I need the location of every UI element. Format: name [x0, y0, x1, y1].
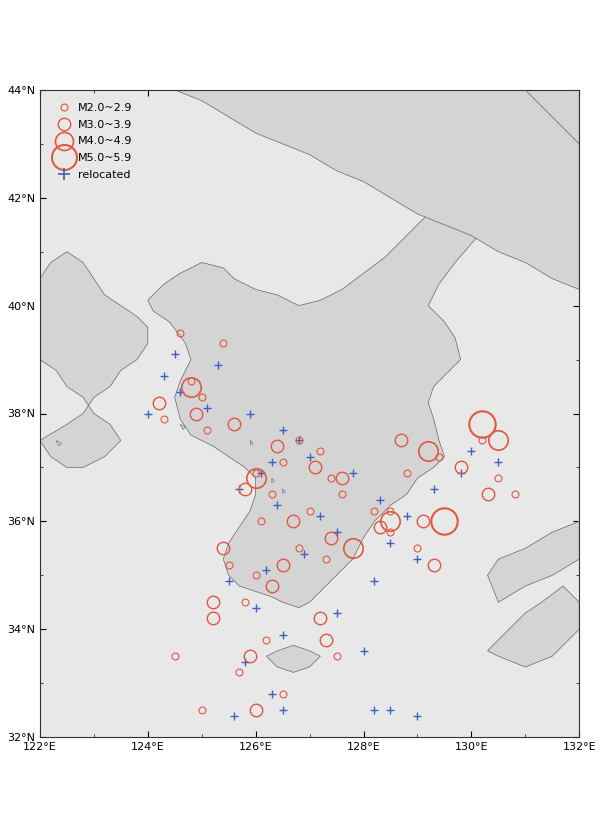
Polygon shape: [56, 441, 62, 446]
Polygon shape: [148, 144, 498, 608]
Polygon shape: [525, 90, 579, 144]
Polygon shape: [488, 521, 579, 602]
Polygon shape: [272, 478, 274, 482]
Polygon shape: [40, 251, 148, 467]
Polygon shape: [488, 586, 579, 667]
Legend: M2.0~2.9, M3.0~3.9, M4.0~4.9, M5.0~5.9, relocated: M2.0~2.9, M3.0~3.9, M4.0~4.9, M5.0~5.9, …: [51, 98, 136, 184]
Polygon shape: [175, 90, 579, 289]
Polygon shape: [267, 645, 320, 672]
Polygon shape: [283, 489, 285, 494]
Polygon shape: [180, 424, 186, 430]
Polygon shape: [250, 441, 253, 445]
